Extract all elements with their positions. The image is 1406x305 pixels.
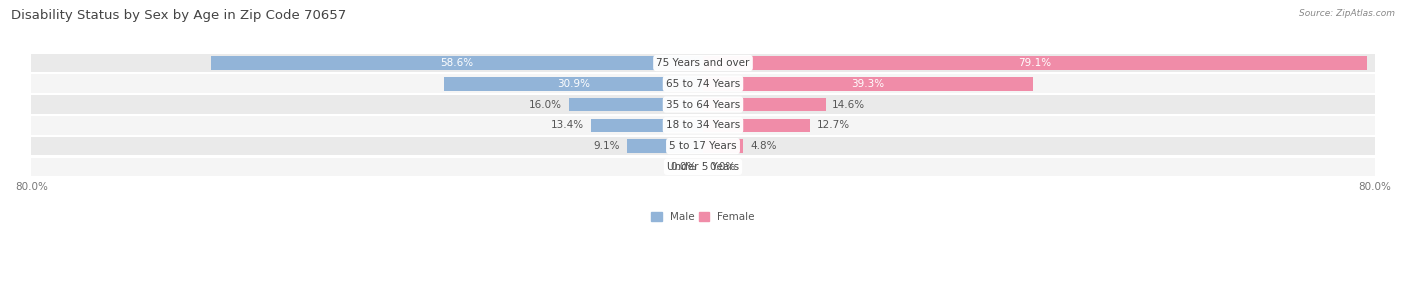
Bar <box>31 54 1375 72</box>
Text: 75 Years and over: 75 Years and over <box>657 58 749 68</box>
Bar <box>31 157 1375 176</box>
Bar <box>703 77 1033 91</box>
Bar <box>31 95 1375 114</box>
Text: Under 5 Years: Under 5 Years <box>666 162 740 172</box>
Bar <box>444 77 703 91</box>
Text: 30.9%: 30.9% <box>557 79 589 89</box>
Text: 9.1%: 9.1% <box>593 141 620 151</box>
Text: 18 to 34 Years: 18 to 34 Years <box>666 120 740 130</box>
Text: 16.0%: 16.0% <box>529 99 562 109</box>
Text: 79.1%: 79.1% <box>1018 58 1052 68</box>
Text: 5 to 17 Years: 5 to 17 Years <box>669 141 737 151</box>
Bar <box>211 56 703 70</box>
Text: 65 to 74 Years: 65 to 74 Years <box>666 79 740 89</box>
Bar <box>703 139 744 153</box>
Bar <box>627 139 703 153</box>
Bar <box>703 119 810 132</box>
Bar <box>31 116 1375 135</box>
Bar <box>703 56 1367 70</box>
Text: 4.8%: 4.8% <box>749 141 776 151</box>
Legend: Male, Female: Male, Female <box>647 208 759 226</box>
Bar <box>703 98 825 111</box>
Text: 12.7%: 12.7% <box>817 120 849 130</box>
Bar <box>31 74 1375 93</box>
Text: 13.4%: 13.4% <box>551 120 583 130</box>
Text: Disability Status by Sex by Age in Zip Code 70657: Disability Status by Sex by Age in Zip C… <box>11 9 346 22</box>
Text: Source: ZipAtlas.com: Source: ZipAtlas.com <box>1299 9 1395 18</box>
Text: 58.6%: 58.6% <box>440 58 474 68</box>
Bar <box>568 98 703 111</box>
Bar <box>591 119 703 132</box>
Text: 0.0%: 0.0% <box>710 162 735 172</box>
Text: 14.6%: 14.6% <box>832 99 866 109</box>
Text: 39.3%: 39.3% <box>852 79 884 89</box>
Bar <box>31 137 1375 156</box>
Text: 35 to 64 Years: 35 to 64 Years <box>666 99 740 109</box>
Text: 0.0%: 0.0% <box>671 162 696 172</box>
